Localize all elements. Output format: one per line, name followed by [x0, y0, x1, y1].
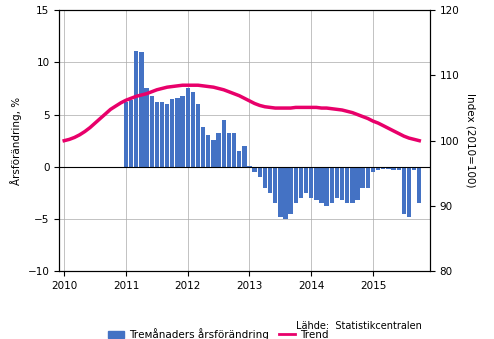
Bar	[206, 136, 210, 167]
Bar	[361, 167, 365, 188]
Bar	[150, 96, 154, 167]
Bar	[144, 88, 149, 167]
Bar	[273, 167, 277, 203]
Bar	[407, 167, 411, 217]
Text: Lähde:  Statistikcentralen: Lähde: Statistikcentralen	[296, 321, 422, 331]
Bar	[309, 167, 313, 198]
Bar	[257, 167, 262, 177]
Bar	[129, 100, 133, 167]
Bar	[329, 167, 334, 203]
Legend: Trемånaders årsförändring, Trend: Trемånaders årsförändring, Trend	[104, 324, 333, 339]
Bar	[186, 88, 190, 167]
Bar	[325, 167, 329, 206]
Bar	[252, 167, 257, 172]
Bar	[155, 102, 159, 167]
Bar	[293, 167, 298, 203]
Bar	[366, 167, 370, 188]
Bar	[350, 167, 355, 203]
Bar	[191, 92, 195, 167]
Bar	[355, 167, 360, 200]
Bar	[222, 120, 226, 167]
Bar	[386, 167, 391, 169]
Bar	[345, 167, 349, 203]
Bar	[391, 167, 396, 170]
Bar	[263, 167, 267, 188]
Bar	[397, 167, 401, 170]
Bar	[299, 167, 303, 198]
Bar	[201, 127, 206, 167]
Bar	[124, 102, 128, 167]
Bar	[268, 167, 272, 193]
Bar	[304, 167, 308, 193]
Bar	[319, 167, 324, 203]
Bar	[237, 151, 242, 167]
Bar	[412, 167, 416, 170]
Bar	[165, 104, 169, 167]
Bar	[227, 133, 231, 167]
Bar	[170, 99, 174, 167]
Bar	[180, 96, 185, 167]
Bar	[211, 140, 215, 167]
Bar	[134, 51, 138, 167]
Bar	[216, 133, 221, 167]
Bar	[417, 167, 421, 203]
Bar	[340, 167, 344, 200]
Bar	[288, 167, 293, 214]
Bar	[242, 146, 247, 167]
Bar	[335, 167, 339, 198]
Bar	[232, 133, 236, 167]
Bar	[371, 167, 375, 172]
Y-axis label: Index (2010=100): Index (2010=100)	[466, 94, 476, 188]
Bar	[314, 167, 319, 200]
Bar	[376, 167, 380, 170]
Bar	[175, 98, 180, 167]
Bar	[278, 167, 283, 217]
Bar	[160, 102, 164, 167]
Bar	[139, 52, 144, 167]
Y-axis label: Årsförändring, %: Årsförändring, %	[10, 97, 22, 185]
Bar	[196, 104, 200, 167]
Bar	[247, 166, 251, 167]
Bar	[381, 167, 385, 169]
Bar	[284, 167, 288, 219]
Bar	[402, 167, 406, 214]
